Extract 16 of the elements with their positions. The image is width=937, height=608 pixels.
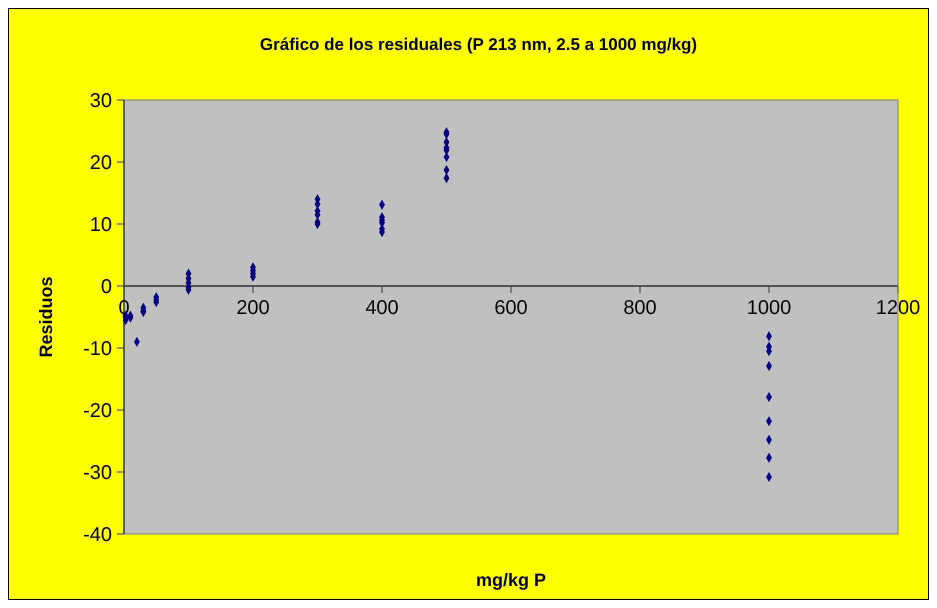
x-axis-title: mg/kg P: [476, 570, 546, 590]
x-tick-label: 1000: [746, 297, 792, 319]
chart-title: Gráfico de los residuales (P 213 nm, 2.5 a 1000 mg/kg): [260, 35, 698, 54]
y-tick-label: 20: [90, 152, 112, 174]
x-tick-label: 200: [236, 297, 270, 319]
y-tick-label: 10: [90, 214, 112, 236]
x-tick-label: 800: [623, 297, 657, 319]
y-tick-label: 0: [100, 276, 112, 298]
y-tick-label: -40: [83, 524, 112, 546]
x-tick-label: 400: [365, 297, 399, 319]
y-axis-title: Residuos: [36, 276, 56, 358]
y-tick-label: -20: [83, 400, 112, 422]
x-tick-label: 600: [494, 297, 528, 319]
y-tick-label: 30: [90, 90, 112, 112]
y-tick-label: -10: [83, 338, 112, 360]
y-tick-label: -30: [83, 462, 112, 484]
